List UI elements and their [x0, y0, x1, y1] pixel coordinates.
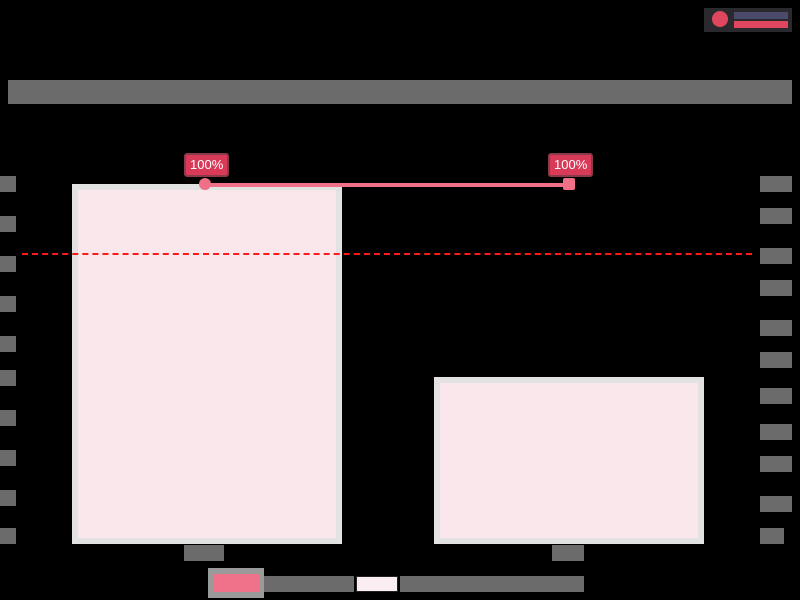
brand-logo — [704, 8, 792, 32]
category-label-2 — [552, 545, 584, 561]
data-label-2: 100% — [548, 153, 594, 177]
right-axis-tick — [760, 388, 792, 404]
left-axis-tick — [0, 216, 16, 232]
right-axis-tick — [760, 424, 792, 440]
right-axis-tick — [760, 176, 792, 192]
right-axis-tick — [760, 528, 784, 544]
left-axis-tick — [0, 370, 16, 386]
line-series — [205, 183, 570, 187]
left-axis-tick — [0, 296, 16, 312]
left-axis-tick — [0, 410, 16, 426]
logo-icon — [712, 11, 728, 27]
left-axis-tick — [0, 490, 16, 506]
right-axis-tick — [760, 496, 792, 512]
right-axis-tick — [760, 208, 792, 224]
left-axis-tick — [0, 528, 16, 544]
chart-title — [8, 80, 792, 104]
data-label-1: 100% — [184, 153, 230, 177]
legend-label-bar[interactable] — [400, 576, 584, 592]
bar-category-1[interactable] — [72, 184, 342, 544]
right-axis-tick — [760, 248, 792, 264]
logo-text-top — [734, 12, 788, 19]
legend-swatch-bar[interactable] — [356, 576, 398, 592]
left-axis-tick — [0, 176, 16, 192]
right-axis-tick — [760, 456, 792, 472]
left-axis-tick — [0, 256, 16, 272]
line-point-2[interactable] — [563, 178, 575, 190]
right-axis-tick — [760, 280, 792, 296]
category-label-1 — [184, 545, 224, 561]
right-axis-tick — [760, 320, 792, 336]
legend-swatch-line[interactable] — [208, 568, 264, 598]
legend-label-line[interactable] — [264, 576, 354, 592]
left-axis-tick — [0, 450, 16, 466]
bar-category-2[interactable] — [434, 377, 704, 544]
left-axis-tick — [0, 336, 16, 352]
right-axis-tick — [760, 352, 792, 368]
line-point-1[interactable] — [199, 178, 211, 190]
reference-line — [22, 253, 752, 255]
logo-text-bottom — [734, 21, 788, 28]
